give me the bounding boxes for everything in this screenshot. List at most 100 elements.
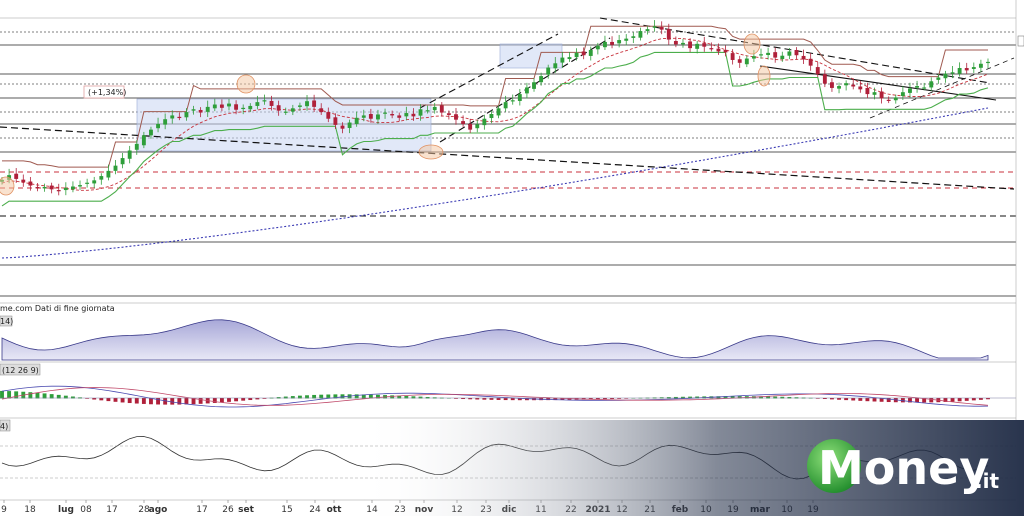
candle-body bbox=[560, 57, 565, 63]
candle-body bbox=[170, 115, 175, 119]
macd-histogram-bar bbox=[14, 391, 19, 399]
macd-histogram-bar bbox=[978, 398, 983, 400]
candle bbox=[170, 110, 175, 124]
candle bbox=[368, 108, 373, 123]
candle-body bbox=[574, 52, 579, 58]
candle bbox=[248, 103, 253, 113]
candle-body bbox=[35, 186, 40, 189]
candle-body bbox=[801, 55, 806, 60]
candle bbox=[106, 164, 111, 181]
candle-body bbox=[468, 123, 473, 130]
macd-histogram-bar bbox=[723, 396, 728, 399]
candle bbox=[830, 78, 834, 92]
macd-histogram-bar bbox=[297, 395, 302, 399]
candlesticks bbox=[0, 20, 990, 196]
candle bbox=[794, 47, 799, 60]
candle bbox=[397, 112, 402, 122]
macd-histogram-bar bbox=[404, 395, 409, 399]
volume-tag: 14) bbox=[0, 317, 13, 326]
candle bbox=[418, 104, 423, 121]
macd-histogram-bar bbox=[688, 396, 693, 399]
candle bbox=[326, 107, 331, 123]
macd-histogram-bar bbox=[837, 398, 841, 400]
highlight-marker-0 bbox=[0, 176, 15, 196]
macd-histogram-bar bbox=[510, 398, 515, 401]
macd-histogram-bar bbox=[156, 398, 160, 405]
candle bbox=[702, 36, 707, 52]
candle-body bbox=[971, 67, 976, 69]
candle-body bbox=[659, 27, 664, 30]
candle bbox=[588, 46, 593, 61]
candle bbox=[539, 72, 544, 86]
brown-trailing-stop-line bbox=[2, 25, 988, 168]
candle-body bbox=[446, 113, 451, 115]
macd-histogram-bar bbox=[588, 398, 593, 400]
macd-line bbox=[1, 385, 989, 408]
candle bbox=[227, 99, 231, 111]
candle-body bbox=[347, 122, 352, 128]
macd-histogram-bar bbox=[482, 398, 487, 400]
long-moving-average-line bbox=[1, 107, 989, 259]
candle bbox=[411, 108, 416, 121]
candle-body bbox=[227, 103, 231, 107]
candle-body bbox=[212, 104, 217, 109]
candle bbox=[893, 94, 898, 104]
candle-body bbox=[475, 124, 480, 129]
candle bbox=[787, 48, 792, 60]
candle bbox=[631, 32, 636, 44]
macd-histogram-bar bbox=[141, 398, 146, 404]
candle bbox=[269, 95, 274, 111]
macd-histogram-bar bbox=[70, 396, 75, 399]
macd-histogram-bar bbox=[986, 398, 990, 400]
macd-histogram-bar bbox=[780, 396, 785, 399]
candle-body bbox=[21, 179, 26, 183]
macd-histogram-bar bbox=[63, 395, 68, 399]
highlight-marker-2 bbox=[418, 144, 444, 160]
candle bbox=[532, 78, 536, 92]
candle bbox=[886, 96, 891, 104]
candle bbox=[574, 48, 579, 61]
candle-body bbox=[219, 104, 224, 108]
candle-body bbox=[454, 114, 458, 120]
candle bbox=[234, 100, 239, 115]
candle-body bbox=[28, 181, 33, 186]
macd-histogram-bar bbox=[219, 398, 224, 403]
macd-tag: (12 26 9) bbox=[2, 366, 39, 375]
candle-body bbox=[851, 84, 856, 87]
candle bbox=[120, 152, 125, 169]
candle bbox=[141, 131, 146, 149]
macd-histogram-bar bbox=[858, 398, 863, 401]
candle-body bbox=[85, 182, 90, 184]
candle-body bbox=[141, 135, 146, 146]
candle-body bbox=[986, 61, 990, 64]
macd-histogram-bar bbox=[397, 395, 402, 399]
candle bbox=[347, 119, 352, 134]
macd-histogram-bar bbox=[234, 398, 239, 402]
macd-histogram-bar bbox=[461, 398, 466, 400]
macd-histogram-bar bbox=[106, 398, 111, 402]
candle-body bbox=[70, 186, 75, 190]
macd-panel bbox=[0, 385, 1016, 408]
candle bbox=[936, 74, 941, 84]
macd-histogram-bar bbox=[113, 398, 118, 402]
candle-body bbox=[808, 58, 813, 66]
macd-histogram-bar bbox=[227, 398, 231, 402]
candle-body bbox=[830, 82, 834, 88]
candle bbox=[759, 48, 763, 59]
macd-histogram-bar bbox=[28, 392, 33, 399]
candle bbox=[617, 34, 622, 48]
macd-histogram-bar bbox=[886, 398, 891, 403]
candle-body bbox=[49, 185, 54, 190]
candle-body bbox=[439, 105, 444, 113]
macd-histogram-bar bbox=[496, 398, 501, 400]
candle bbox=[496, 105, 501, 119]
candle bbox=[219, 99, 224, 112]
candle-body bbox=[744, 58, 749, 65]
candle-body bbox=[837, 86, 841, 89]
macd-histogram-bar bbox=[773, 396, 778, 399]
candle bbox=[950, 66, 955, 79]
macd-histogram-bar bbox=[170, 398, 175, 405]
candle-body bbox=[489, 113, 494, 119]
candle-body bbox=[787, 51, 792, 56]
